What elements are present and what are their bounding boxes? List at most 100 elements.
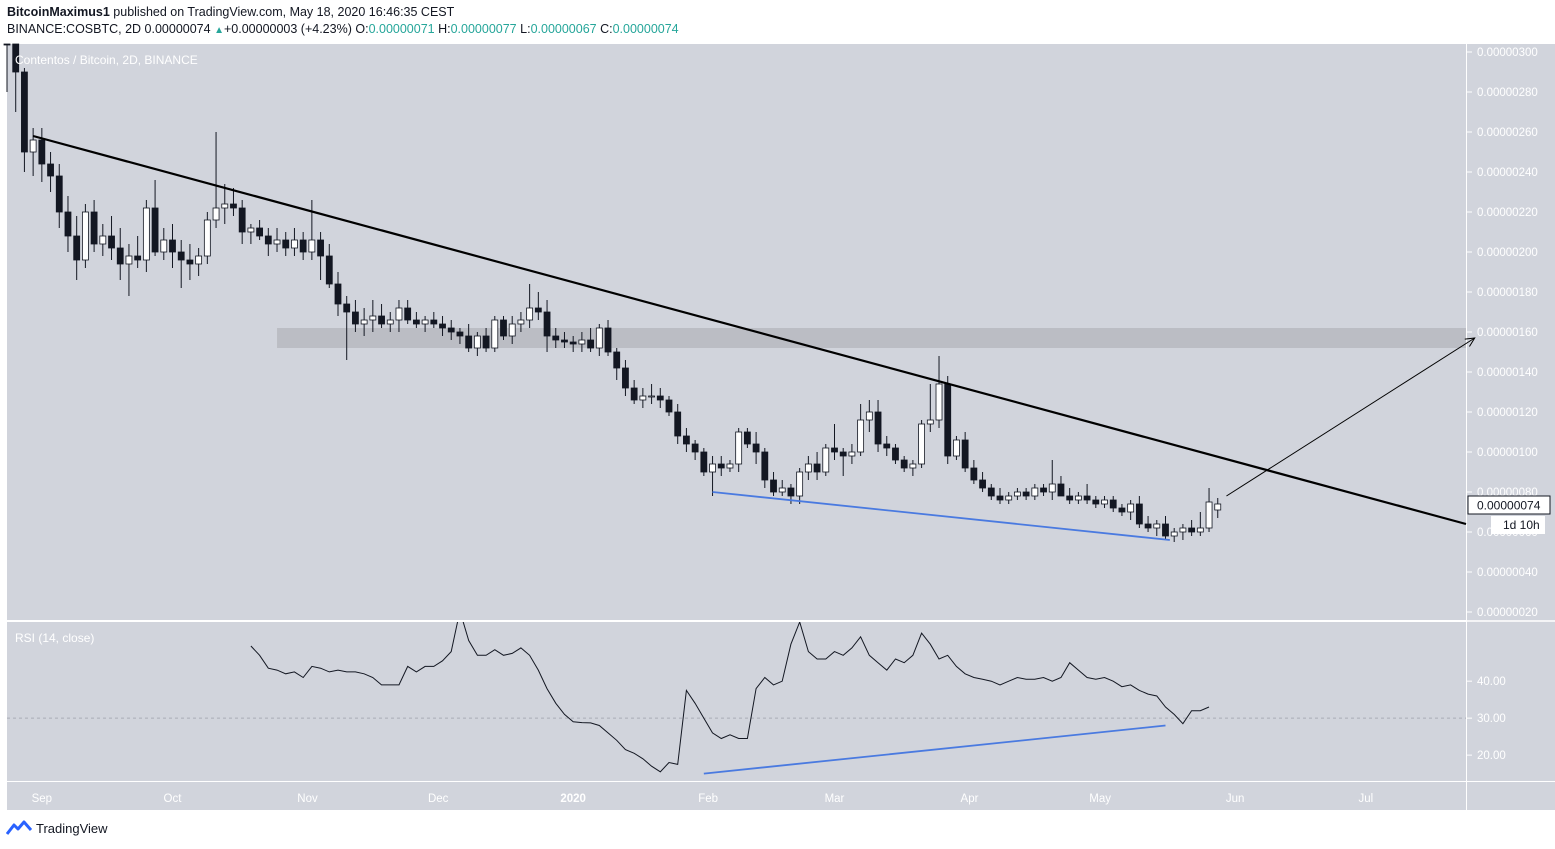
candle xyxy=(142,200,150,272)
candle xyxy=(1057,476,1065,497)
candle xyxy=(273,228,281,252)
candle xyxy=(674,404,682,444)
price-tick-label: 0.00000120 xyxy=(1477,407,1538,419)
time-tick-label: Apr xyxy=(961,793,979,805)
candle xyxy=(482,328,490,352)
candle xyxy=(1162,516,1169,540)
candle xyxy=(857,404,865,456)
candle xyxy=(1014,488,1021,500)
author-name[interactable]: BitcoinMaximus1 xyxy=(7,5,110,19)
price-tick-label: 0.00000020 xyxy=(1477,607,1538,619)
candle xyxy=(395,300,403,332)
candle xyxy=(1205,488,1213,532)
price-tick-label: 0.00000220 xyxy=(1477,207,1538,219)
time-tick-label: Mar xyxy=(825,793,845,805)
candle xyxy=(1031,484,1039,500)
last-price-badge: 0.00000074 xyxy=(1467,495,1551,515)
candle xyxy=(99,224,107,256)
last-price-badge-text: 0.00000074 xyxy=(1477,499,1541,513)
candle xyxy=(1040,484,1047,496)
candle xyxy=(622,360,629,396)
candle xyxy=(935,356,943,428)
time-tick-label: 2020 xyxy=(560,793,586,805)
candle xyxy=(386,312,394,332)
candle xyxy=(21,68,28,172)
candle xyxy=(1022,488,1030,500)
candle xyxy=(953,436,960,460)
candle xyxy=(735,428,743,472)
price-tick-label: 0.00000180 xyxy=(1477,287,1538,299)
candle xyxy=(1153,520,1161,536)
candle xyxy=(874,400,882,452)
candle xyxy=(578,332,586,352)
candle xyxy=(1083,484,1091,504)
price-support-line xyxy=(712,491,1170,541)
candle xyxy=(761,448,769,488)
tradingview-logo[interactable]: TradingView xyxy=(6,820,108,836)
candle xyxy=(90,200,98,252)
candle xyxy=(81,204,89,268)
candle xyxy=(64,196,72,252)
resistance-zone-rect xyxy=(277,328,1466,348)
candle xyxy=(404,300,412,324)
trendlines xyxy=(32,134,1476,541)
up-triangle-icon: ▲ xyxy=(214,25,224,36)
candle xyxy=(291,228,298,256)
change-value: +0.00000003 (+4.23%) xyxy=(223,22,352,36)
candle xyxy=(717,456,725,476)
candle xyxy=(534,292,542,320)
candle xyxy=(1214,498,1222,518)
candle xyxy=(517,312,525,332)
candle xyxy=(317,232,324,280)
candle xyxy=(264,228,272,256)
price-axis-bg xyxy=(1467,44,1555,810)
candle xyxy=(831,424,838,460)
time-axis[interactable]: Sep Oct Nov Dec 2020 Feb Mar Apr May Jun Jul xyxy=(32,793,1374,805)
rsi-support-line xyxy=(703,724,1166,775)
projection-arrow-line xyxy=(1226,337,1475,497)
candle xyxy=(726,460,734,472)
candle xyxy=(839,448,847,476)
candle xyxy=(439,316,446,336)
candle xyxy=(665,396,673,416)
last-price: 0.00000074 xyxy=(144,22,211,36)
candle xyxy=(543,300,551,352)
projection-arrow-head xyxy=(1464,337,1476,347)
candle xyxy=(500,316,507,340)
candle xyxy=(334,272,342,316)
time-tick-label: Jun xyxy=(1226,793,1245,805)
rsi-title: RSI (14, close) xyxy=(15,631,94,645)
time-axis-bg xyxy=(7,782,1466,810)
countdown-badge-text: 1d 10h xyxy=(1503,518,1540,532)
candle xyxy=(1066,488,1074,504)
candle xyxy=(108,216,115,260)
candle xyxy=(430,312,438,328)
candle xyxy=(604,320,612,356)
candle xyxy=(447,320,455,340)
price-tick-label: 0.00000040 xyxy=(1477,567,1538,579)
candle xyxy=(73,216,81,280)
price-tick-label: 0.00000140 xyxy=(1477,367,1538,379)
time-tick-label: May xyxy=(1089,793,1111,805)
candle xyxy=(796,468,804,504)
rsi-pane-bg xyxy=(7,622,1466,781)
candle xyxy=(595,324,603,356)
open-label: O: xyxy=(355,22,369,36)
time-tick-label: Dec xyxy=(428,793,449,805)
pane-title: Contentos / Bitcoin, 2D, BINANCE xyxy=(15,53,198,67)
candle xyxy=(38,128,46,182)
resistance-zone xyxy=(277,328,1466,348)
candle xyxy=(709,456,716,496)
price-tick-label: 0.00000280 xyxy=(1477,87,1538,99)
candle xyxy=(752,432,760,464)
candle xyxy=(865,400,873,432)
candle xyxy=(961,432,969,472)
candle xyxy=(743,428,751,448)
candle xyxy=(160,228,168,260)
candle xyxy=(630,380,638,404)
candle xyxy=(325,244,333,288)
price-tick-label: 0.00000240 xyxy=(1477,167,1538,179)
candle xyxy=(1074,492,1082,504)
candle xyxy=(221,184,229,224)
